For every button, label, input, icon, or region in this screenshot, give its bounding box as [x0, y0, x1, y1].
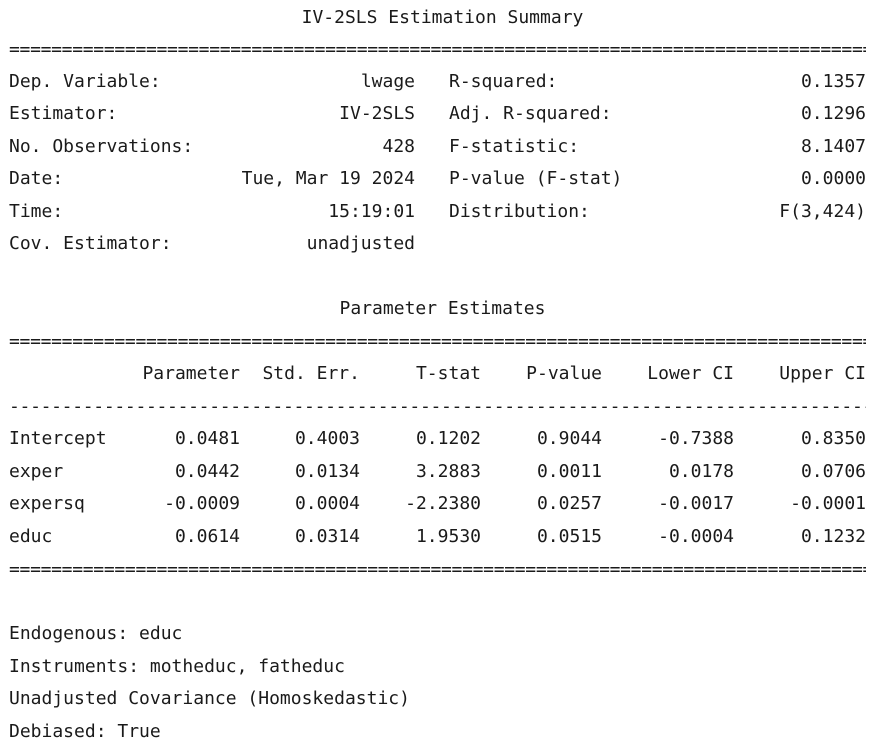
row-name-intercept: Intercept	[9, 428, 107, 449]
cell-educ-std-err: 0.0314	[294, 526, 360, 547]
cell-educ-p-value: 0.0515	[536, 526, 602, 547]
row-name-exper: exper	[9, 461, 64, 482]
value-date: Tue, Mar 19 2024	[241, 168, 415, 189]
double-rule-table-top: ========================================…	[9, 331, 866, 352]
double-rule-top: ========================================…	[9, 39, 866, 60]
label-no-observations: No. Observations:	[9, 136, 194, 157]
label-distribution: Distribution:	[449, 201, 590, 222]
cell-intercept-parameter: 0.0481	[174, 428, 240, 449]
header-std-err: Std. Err.	[262, 363, 360, 384]
cell-exper-p-value: 0.0011	[536, 461, 602, 482]
cell-educ-parameter: 0.0614	[174, 526, 240, 547]
cell-intercept-lower-ci: -0.7388	[658, 428, 734, 449]
summary-title: IV-2SLS Estimation Summary	[301, 7, 584, 28]
label-time: Time:	[9, 201, 64, 222]
value-time: 15:19:01	[328, 201, 415, 222]
cell-expersq-p-value: 0.0257	[536, 493, 602, 514]
cell-intercept-p-value: 0.9044	[536, 428, 602, 449]
label-cov-estimator: Cov. Estimator:	[9, 233, 172, 254]
cell-expersq-t-stat: -2.2380	[405, 493, 481, 514]
cell-expersq-lower-ci: -0.0017	[658, 493, 734, 514]
label-date: Date:	[9, 168, 64, 189]
cell-intercept-t-stat: 0.1202	[415, 428, 481, 449]
note-debiased: Debiased: True	[9, 721, 161, 742]
value-r-squared: 0.1357	[800, 71, 866, 92]
row-name-educ: educ	[9, 526, 53, 547]
label-r-squared: R-squared:	[449, 71, 558, 92]
header-lower-ci: Lower CI	[647, 363, 734, 384]
row-name-expersq: expersq	[9, 493, 85, 514]
cell-educ-lower-ci: -0.0004	[658, 526, 734, 547]
note-instruments: Instruments: motheduc, fatheduc	[9, 656, 345, 677]
value-adj-r-squared: 0.1296	[800, 103, 866, 124]
label-p-value-f-stat: P-value (F-stat)	[449, 168, 623, 189]
value-no-observations: 428	[382, 136, 415, 157]
cell-expersq-upper-ci: -0.0001	[790, 493, 866, 514]
cell-educ-t-stat: 1.9530	[415, 526, 481, 547]
note-endogenous: Endogenous: educ	[9, 623, 183, 644]
header-upper-ci: Upper CI	[779, 363, 866, 384]
cell-exper-upper-ci: 0.0706	[800, 461, 866, 482]
cell-expersq-parameter: -0.0009	[164, 493, 240, 514]
parameter-estimates-title: Parameter Estimates	[339, 298, 546, 319]
value-distribution: F(3,424)	[779, 201, 866, 222]
double-rule-table-bottom: ========================================…	[9, 559, 866, 580]
cell-intercept-upper-ci: 0.8350	[800, 428, 866, 449]
label-adj-r-squared: Adj. R-squared:	[449, 103, 612, 124]
value-cov-estimator: unadjusted	[306, 233, 415, 254]
single-rule: ----------------------------------------…	[9, 396, 866, 417]
note-covariance: Unadjusted Covariance (Homoskedastic)	[9, 688, 410, 709]
cell-exper-parameter: 0.0442	[174, 461, 240, 482]
value-p-value-f-stat: 0.0000	[800, 168, 866, 189]
header-t-stat: T-stat	[415, 363, 481, 384]
header-p-value: P-value	[526, 363, 602, 384]
cell-exper-std-err: 0.0134	[294, 461, 360, 482]
label-estimator: Estimator:	[9, 103, 118, 124]
cell-intercept-std-err: 0.4003	[294, 428, 360, 449]
cell-expersq-std-err: 0.0004	[294, 493, 360, 514]
header-parameter: Parameter	[142, 363, 240, 384]
label-f-statistic: F-statistic:	[449, 136, 580, 157]
cell-exper-lower-ci: 0.0178	[668, 461, 734, 482]
cell-exper-t-stat: 3.2883	[415, 461, 481, 482]
label-dep-variable: Dep. Variable:	[9, 71, 161, 92]
value-estimator: IV-2SLS	[339, 103, 415, 124]
value-dep-variable: lwage	[360, 71, 415, 92]
cell-educ-upper-ci: 0.1232	[800, 526, 866, 547]
value-f-statistic: 8.1407	[800, 136, 866, 157]
